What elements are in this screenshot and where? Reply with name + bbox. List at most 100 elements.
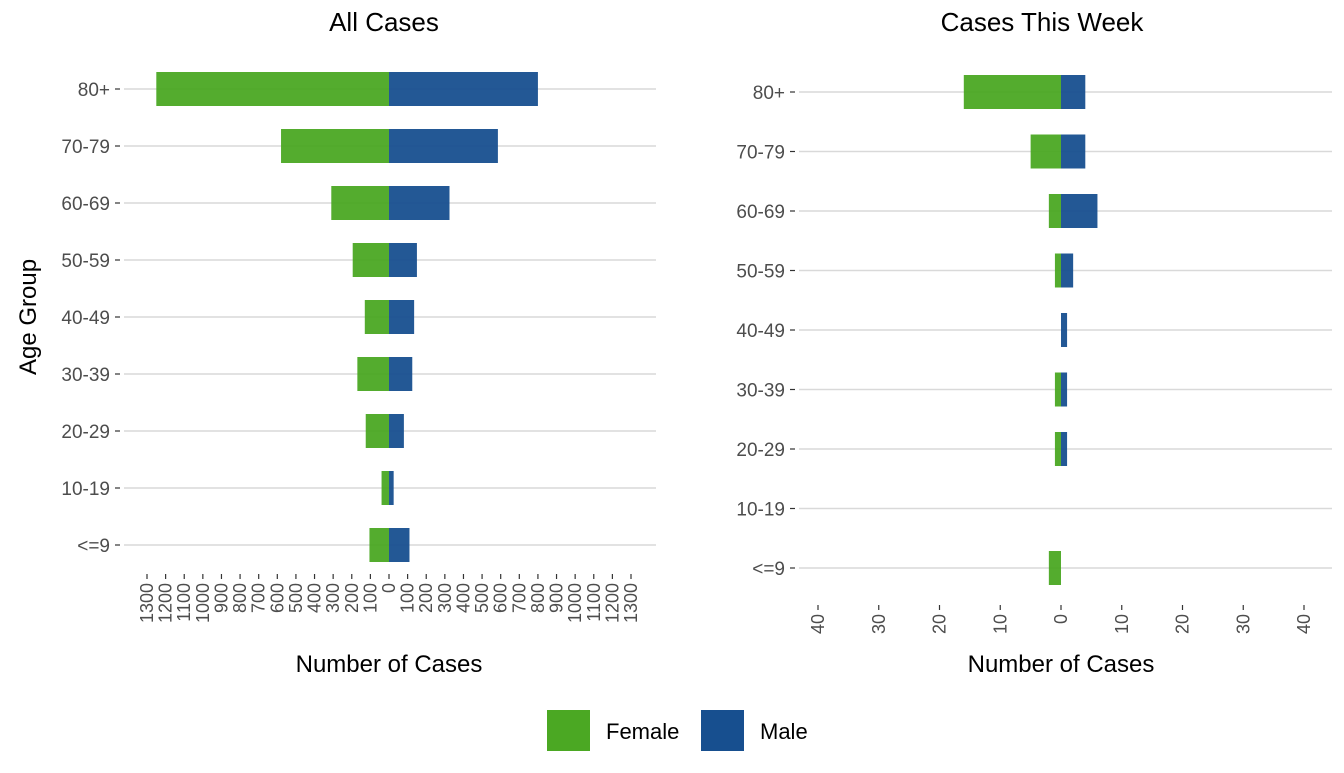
y-tick-label: 10-19 [61, 479, 110, 500]
male-bar [389, 186, 450, 220]
male-bar [389, 72, 538, 106]
male-bar [1061, 372, 1068, 407]
female-bar [381, 471, 389, 505]
x-tick-label: 0 [379, 583, 399, 593]
y-tick-label: 70-79 [736, 143, 785, 164]
y-tick-label: 30-39 [61, 365, 110, 386]
y-tick-label: 40-49 [61, 308, 110, 329]
male-bar [389, 528, 410, 562]
all-cases-panel: All Cases 80+ 70-79 60-69 50-59 40-49 30-39 20-… [61, 7, 656, 678]
x-tick-label: 800 [230, 583, 250, 613]
female-bar [1054, 253, 1061, 288]
panel-title: Cases This Week [941, 7, 1145, 37]
male-bar [1061, 313, 1068, 347]
x-tick-label: 1200 [602, 583, 622, 623]
male-bar [1061, 432, 1068, 466]
male-bar [1061, 134, 1086, 169]
x-tick-label: 100 [398, 583, 418, 613]
legend-swatch-female [547, 710, 590, 751]
x-tick-label: 200 [416, 583, 436, 613]
male-bar [1061, 75, 1086, 109]
x-tick-label: 40 [1294, 614, 1314, 634]
x-tick-label: 100 [360, 583, 380, 613]
x-tick-label: 1300 [621, 583, 641, 623]
female-bar [963, 75, 1061, 109]
y-tick-label: 80+ [78, 80, 110, 101]
female-bar [331, 186, 389, 220]
x-tick-label: 1100 [174, 583, 194, 622]
y-tick-label: <=9 [752, 559, 785, 580]
male-bar [389, 243, 417, 277]
male-bar [1061, 253, 1074, 288]
x-tick-label: 20 [1173, 614, 1193, 634]
y-tick-label: 20-29 [736, 440, 785, 461]
x-tick-label: 900 [547, 583, 567, 613]
female-bar [1054, 372, 1061, 407]
x-tick-label: 1000 [193, 583, 213, 623]
legend-label-female: Female [606, 719, 679, 744]
x-tick-label: 1000 [565, 583, 585, 623]
legend: Female Male [547, 710, 808, 751]
y-tick-label: 50-59 [61, 251, 110, 272]
female-bar [364, 300, 389, 334]
male-bar [389, 300, 415, 334]
x-tick-label: 300 [435, 583, 455, 613]
y-tick-label: 40-49 [736, 321, 785, 342]
female-bar [357, 357, 389, 391]
x-tick-label: 20 [930, 614, 950, 634]
x-axis-label: Number of Cases [296, 651, 483, 678]
female-bar [1030, 134, 1061, 169]
female-bar [1048, 551, 1061, 585]
male-bar [389, 471, 394, 505]
x-tick-label: 500 [472, 583, 492, 613]
female-bar [369, 528, 389, 562]
x-tick-label: 800 [528, 583, 548, 613]
y-tick-label: 30-39 [736, 381, 785, 402]
legend-label-male: Male [760, 719, 808, 744]
x-tick-label: 1100 [584, 583, 604, 622]
male-bar [1061, 194, 1098, 228]
x-tick-label: 30 [1233, 614, 1253, 634]
male-bar [389, 129, 498, 163]
x-tick-label: 600 [267, 583, 287, 613]
female-bar [1048, 194, 1061, 228]
legend-swatch-male [701, 710, 744, 751]
x-tick-label: 1200 [156, 583, 176, 623]
x-tick-label: 600 [491, 583, 511, 613]
y-tick-label: <=9 [77, 536, 110, 557]
x-tick-label: 10 [1112, 614, 1132, 634]
female-bar [352, 243, 389, 277]
x-tick-label: 700 [509, 583, 529, 613]
y-tick-label: 80+ [753, 83, 785, 104]
female-bar [1054, 432, 1061, 466]
x-tick-label: 10 [990, 614, 1010, 634]
x-tick-label: 30 [869, 614, 889, 634]
x-tick-label: 40 [808, 614, 828, 634]
y-tick-label: 20-29 [61, 422, 110, 443]
y-tick-label: 10-19 [736, 500, 785, 521]
x-tick-label: 500 [286, 583, 306, 613]
female-bar [281, 129, 389, 163]
x-tick-label: 900 [211, 583, 231, 613]
x-tick-label: 400 [453, 583, 473, 613]
y-axis-label: Age Group [15, 259, 42, 375]
male-bar [389, 414, 404, 448]
x-tick-label: 300 [323, 583, 343, 613]
y-tick-label: 50-59 [736, 262, 785, 283]
x-tick-label: 400 [305, 583, 325, 613]
y-tick-label: 60-69 [736, 202, 785, 223]
x-tick-label: 1300 [137, 583, 157, 623]
x-axis-label: Number of Cases [968, 651, 1155, 678]
female-bar [156, 72, 389, 106]
y-tick-label: 70-79 [61, 137, 110, 158]
cases-this-week-panel: Cases This Week 80+ 70-79 60-69 50-59 40-49 30… [736, 7, 1332, 678]
y-tick-label: 60-69 [61, 194, 110, 215]
x-tick-label: 700 [249, 583, 269, 613]
female-bar [365, 414, 389, 448]
panel-title: All Cases [329, 7, 439, 37]
x-tick-label: 200 [342, 583, 362, 613]
male-bar [389, 357, 413, 391]
x-tick-label: 0 [1051, 614, 1071, 624]
